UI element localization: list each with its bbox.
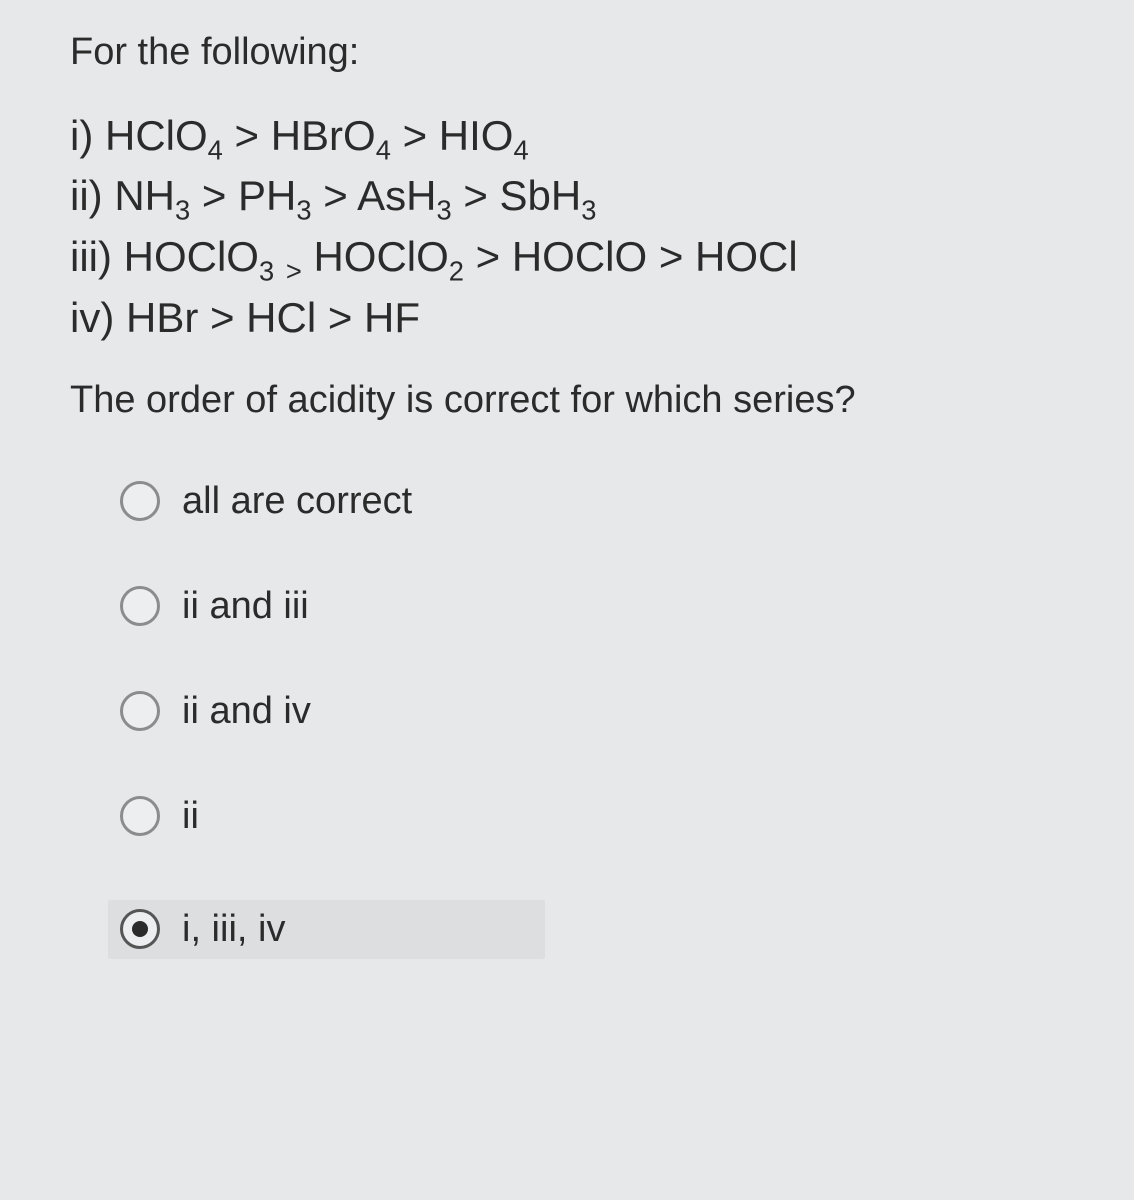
series-i: i) HClO4 > HBrO4 > HIO4 bbox=[70, 106, 1084, 167]
radio-icon bbox=[120, 796, 160, 836]
series-ii: ii) NH3 > PH3 > AsH3 > SbH3 bbox=[70, 166, 1084, 227]
option-label: all are correct bbox=[182, 480, 412, 523]
option-ii-and-iii[interactable]: ii and iii bbox=[120, 585, 1084, 628]
option-i-iii-iv[interactable]: i, iii, iv bbox=[108, 900, 545, 959]
quiz-page: For the following: i) HClO4 > HBrO4 > HI… bbox=[0, 0, 1134, 989]
radio-icon bbox=[120, 691, 160, 731]
series-block: i) HClO4 > HBrO4 > HIO4 ii) NH3 > PH3 > … bbox=[70, 106, 1084, 350]
series-iv: iv) HBr > HCl > HF bbox=[70, 288, 1084, 349]
option-label: ii and iii bbox=[182, 585, 309, 628]
question-text: The order of acidity is correct for whic… bbox=[70, 377, 1084, 425]
option-all-correct[interactable]: all are correct bbox=[120, 480, 1084, 523]
options-group: all are correct ii and iii ii and iv ii … bbox=[70, 480, 1084, 959]
option-label: ii bbox=[182, 795, 199, 838]
radio-icon bbox=[120, 481, 160, 521]
option-ii-and-iv[interactable]: ii and iv bbox=[120, 690, 1084, 733]
radio-icon bbox=[120, 586, 160, 626]
option-label: i, iii, iv bbox=[182, 908, 285, 951]
prompt-text: For the following: bbox=[70, 30, 1084, 76]
option-ii[interactable]: ii bbox=[120, 795, 1084, 838]
option-label: ii and iv bbox=[182, 690, 311, 733]
radio-icon bbox=[120, 909, 160, 949]
series-iii: iii) HOClO3 > HOClO2 > HOClO > HOCl bbox=[70, 227, 1084, 288]
